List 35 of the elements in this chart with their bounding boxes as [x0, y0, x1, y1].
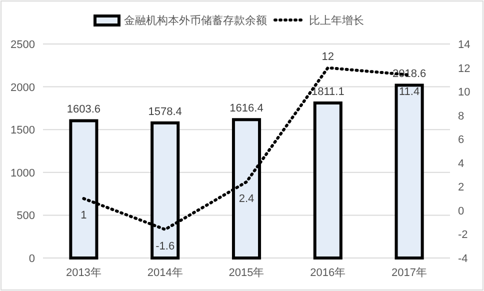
y2-tick-label: 0: [458, 205, 464, 218]
data-label: 1: [80, 210, 87, 222]
y-tick-label: 1000: [10, 167, 35, 180]
data-label: 1616.4: [230, 102, 264, 115]
y2-tick-label: -2: [458, 229, 468, 242]
data-label: 2018.6: [392, 68, 426, 80]
legend-label: 金融机构本外币储蓄存款余额: [124, 14, 267, 27]
y-tick-label: 2000: [10, 82, 35, 94]
x-tick-label: 2015年: [228, 267, 264, 279]
data-label: 1603.6: [66, 104, 101, 116]
x-tick-label: 2013年: [66, 267, 102, 279]
y-tick-label: 0: [28, 253, 35, 265]
y2-tick-label: 12: [458, 62, 470, 75]
y-tick-label: 1500: [10, 124, 35, 137]
x-tick-label: 2017年: [392, 267, 428, 279]
y2-tick-label: 14: [458, 39, 470, 51]
data-label: -1.6: [156, 240, 175, 252]
y2-tick-label: 4: [458, 158, 464, 170]
y-tick-label: 500: [16, 210, 35, 222]
y2-tick-label: 6: [458, 134, 464, 146]
x-tick-label: 2014年: [147, 267, 183, 279]
data-label: 1811.1: [311, 86, 344, 98]
y-tick-label: 2500: [10, 39, 35, 51]
y2-tick-label: -4: [458, 253, 468, 265]
data-label: 1578.4: [148, 106, 182, 118]
x-tick-label: 2016年: [310, 267, 346, 279]
bar: [394, 84, 424, 260]
data-label: 2.4: [238, 192, 254, 205]
y2-tick-label: 2: [458, 182, 464, 194]
bar: [313, 101, 342, 260]
y2-tick-label: 8: [458, 110, 464, 122]
data-label: 11.4: [399, 86, 420, 98]
legend-label: 比上年增长: [309, 14, 364, 27]
data-label: 12: [322, 50, 334, 63]
y2-tick-label: 10: [458, 86, 470, 99]
